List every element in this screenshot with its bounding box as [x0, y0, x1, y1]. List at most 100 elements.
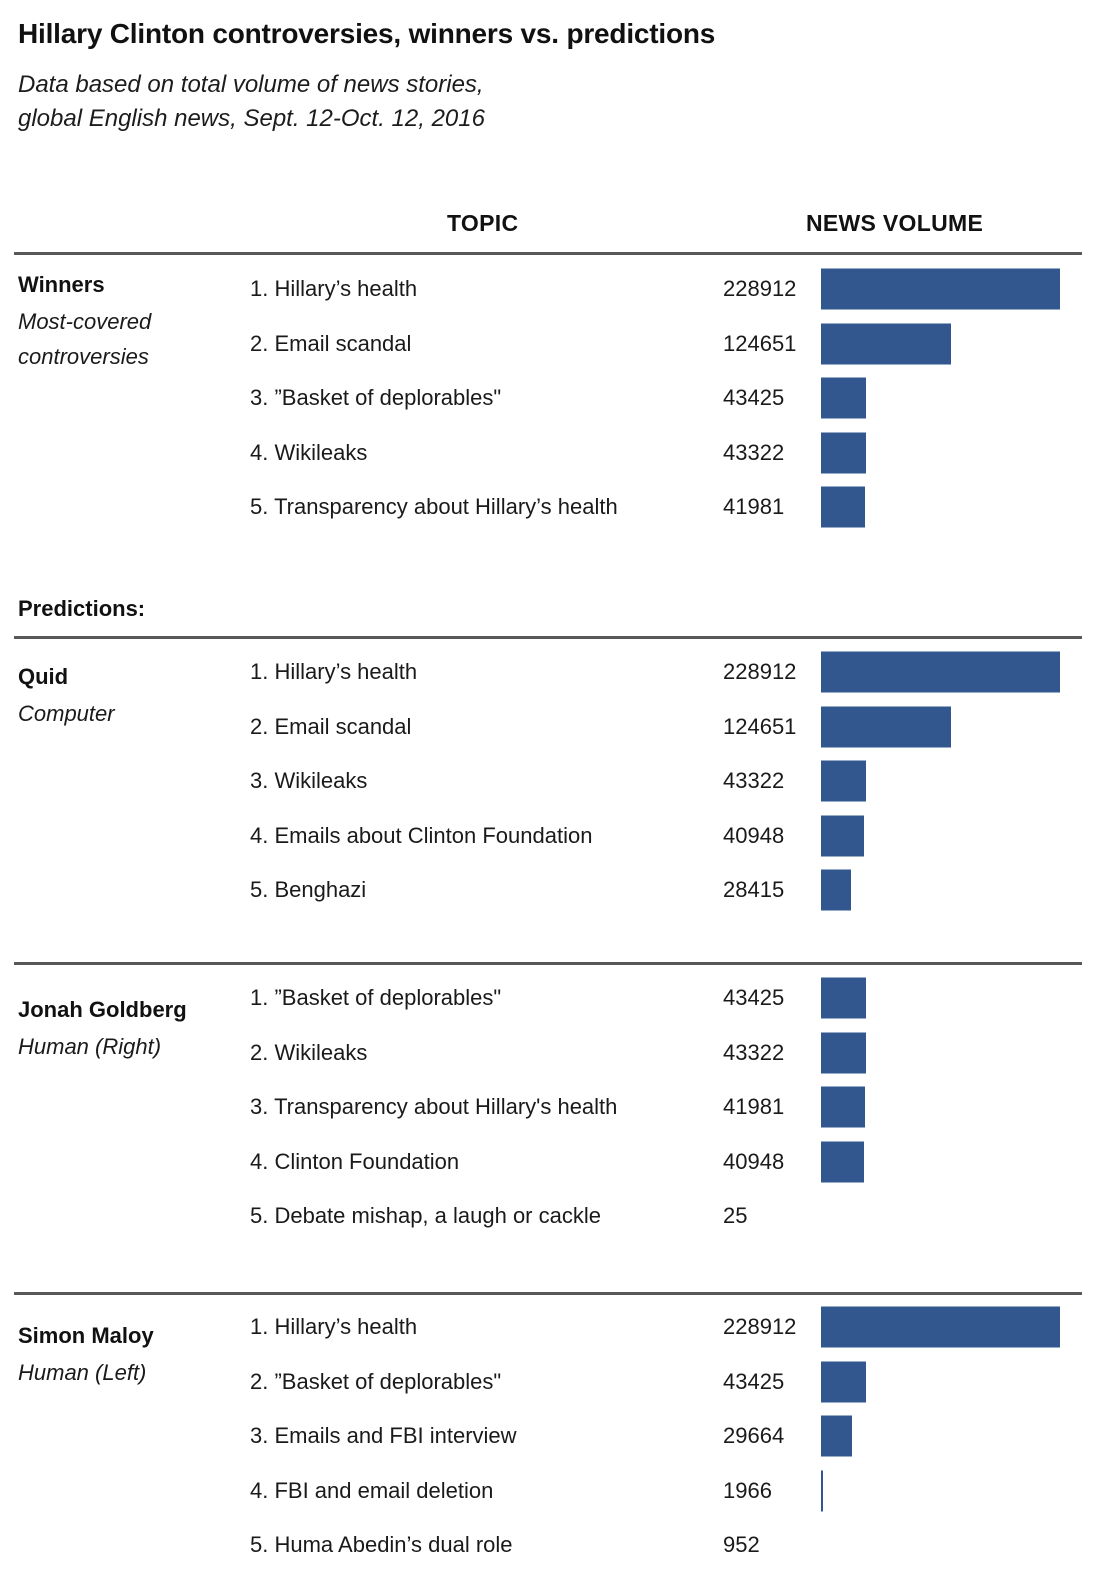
chart-row: 2. Email scandal 124651 — [0, 317, 1100, 372]
news-volume-bar — [821, 1141, 864, 1183]
column-header-news-volume: NEWS VOLUME — [806, 210, 984, 236]
news-volume-bar — [821, 486, 865, 528]
section-name: Simon Maloy — [18, 1323, 154, 1348]
column-header-topic: TOPIC — [447, 210, 519, 236]
chart-row: 4. FBI and email deletion 1966 — [0, 1464, 1100, 1519]
chart-row: 3. Emails and FBI interview 29664 — [0, 1409, 1100, 1464]
news-volume-value: 41981 — [723, 494, 785, 520]
news-volume-value: 25 — [723, 1203, 748, 1229]
page-subtitle: Data based on total volume of news stori… — [18, 68, 485, 136]
section-subtitle: Computer — [18, 701, 115, 726]
chart-row: 4. Wikileaks 43322 — [0, 426, 1100, 481]
chart-row: 4. Clinton Foundation 40948 — [0, 1135, 1100, 1190]
news-volume-bar — [821, 377, 867, 419]
news-volume-bar — [821, 268, 1060, 310]
topic-label: 2. Email scandal — [250, 330, 412, 356]
news-volume-value: 40948 — [723, 1148, 785, 1174]
news-volume-value: 43425 — [723, 985, 785, 1011]
topic-label: 1. Hillary’s health — [250, 659, 418, 685]
news-volume-value: 1966 — [723, 1477, 772, 1503]
topic-label: 5. Benghazi — [250, 877, 367, 903]
news-volume-bar — [821, 815, 864, 857]
topic-label: 5. Transparency about Hillary’s health — [250, 494, 618, 520]
chart-row: 2. Wikileaks 43322 — [0, 1026, 1100, 1081]
news-volume-value: 43425 — [723, 385, 785, 411]
news-volume-bar — [821, 651, 1060, 693]
topic-label: 2. ”Basket of deplorables" — [250, 1368, 502, 1394]
topic-label: 4. Emails about Clinton Foundation — [250, 822, 593, 848]
news-volume-bar — [821, 1470, 824, 1512]
section-label: Winners Most-covered controversies — [18, 272, 223, 374]
news-volume-value: 40948 — [723, 822, 785, 848]
predictions-heading: Predictions: — [18, 596, 146, 621]
topic-label: 4. FBI and email deletion — [250, 1477, 494, 1503]
chart-row: 5. Benghazi 28415 — [0, 863, 1100, 918]
news-volume-value: 228912 — [723, 659, 797, 685]
news-volume-value: 43322 — [723, 768, 785, 794]
section-subtitle: Most-covered controversies — [18, 309, 152, 369]
news-volume-value: 41981 — [723, 1094, 785, 1120]
chart-row: 5. Transparency about Hillary’s health 41… — [0, 480, 1100, 535]
news-volume-bar — [821, 869, 851, 911]
topic-label: 4. Clinton Foundation — [250, 1148, 460, 1174]
topic-label: 3. ”Basket of deplorables" — [250, 385, 502, 411]
topic-label: 2. Email scandal — [250, 713, 412, 739]
header-divider — [14, 252, 1082, 255]
chart-row: 2. ”Basket of deplorables" 43425 — [0, 1355, 1100, 1410]
news-volume-bar — [821, 1361, 867, 1403]
section-label: Quid Computer — [18, 664, 223, 731]
topic-label: 5. Debate mishap, a laugh or cackle — [250, 1203, 601, 1229]
news-volume-bar — [821, 706, 952, 748]
page-title: Hillary Clinton controversies, winners v… — [18, 18, 716, 49]
section-divider — [14, 962, 1082, 965]
topic-label: 3. Emails and FBI interview — [250, 1423, 517, 1449]
chart-row: 5. Debate mishap, a laugh or cackle 25 — [0, 1189, 1100, 1244]
chart-row: 4. Emails about Clinton Foundation 40948 — [0, 809, 1100, 864]
news-volume-value: 952 — [723, 1532, 760, 1558]
section-rows: 1. Hillary’s health 228912 2. Email scanda… — [0, 262, 1100, 535]
news-volume-value: 43322 — [723, 1039, 785, 1065]
chart-row: 1. ”Basket of deplorables" 43425 — [0, 971, 1100, 1026]
section-name: Quid — [18, 664, 69, 689]
section-name: Jonah Goldberg — [18, 997, 187, 1022]
topic-label: 1. Hillary’s health — [250, 1314, 418, 1340]
news-volume-value: 43322 — [723, 439, 785, 465]
news-volume-bar — [821, 1415, 852, 1457]
chart-row: 2. Email scandal 124651 — [0, 700, 1100, 755]
section-rows: 1. Hillary’s health 228912 2. Email scanda… — [0, 645, 1100, 918]
chart-row: 3. ”Basket of deplorables" 43425 — [0, 371, 1100, 426]
section-name: Winners — [18, 272, 105, 297]
topic-label: 2. Wikileaks — [250, 1039, 368, 1065]
subtitle-line-2: global English news, Sept. 12-Oct. 12, 2… — [18, 105, 485, 132]
news-volume-value: 28415 — [723, 877, 785, 903]
section-label: Simon Maloy Human (Left) — [18, 1323, 223, 1390]
news-volume-bar — [821, 760, 867, 802]
topic-label: 1. Hillary’s health — [250, 276, 418, 302]
chart-row: 1. Hillary’s health 228912 — [0, 262, 1100, 317]
section-subtitle: Human (Right) — [18, 1034, 162, 1059]
news-volume-bar — [821, 432, 867, 474]
news-volume-value: 124651 — [723, 330, 797, 356]
news-volume-value: 43425 — [723, 1368, 785, 1394]
section-subtitle: Human (Left) — [18, 1360, 147, 1385]
news-volume-bar — [821, 977, 867, 1019]
section-rows: 1. ”Basket of deplorables" 43425 2. Wikile… — [0, 971, 1100, 1244]
topic-label: 5. Huma Abedin’s dual role — [250, 1532, 513, 1558]
chart-row: 3. Wikileaks 43322 — [0, 754, 1100, 809]
section-rows: 1. Hillary’s health 228912 2. ”Basket of d… — [0, 1300, 1100, 1573]
news-volume-bar — [821, 1086, 865, 1128]
news-volume-value: 228912 — [723, 1314, 797, 1340]
news-volume-bar — [821, 1306, 1060, 1348]
section-label: Jonah Goldberg Human (Right) — [18, 997, 223, 1064]
chart-row: 3. Transparency about Hillary's health 41… — [0, 1080, 1100, 1135]
section-divider — [14, 636, 1082, 639]
topic-label: 3. Transparency about Hillary's health — [250, 1094, 618, 1120]
topic-label: 3. Wikileaks — [250, 768, 368, 794]
news-volume-value: 124651 — [723, 713, 797, 739]
chart-row: 1. Hillary’s health 228912 — [0, 1300, 1100, 1355]
topic-label: 4. Wikileaks — [250, 439, 368, 465]
news-volume-bar — [821, 1032, 867, 1074]
section-divider — [14, 1292, 1082, 1295]
news-volume-bar — [821, 323, 952, 365]
